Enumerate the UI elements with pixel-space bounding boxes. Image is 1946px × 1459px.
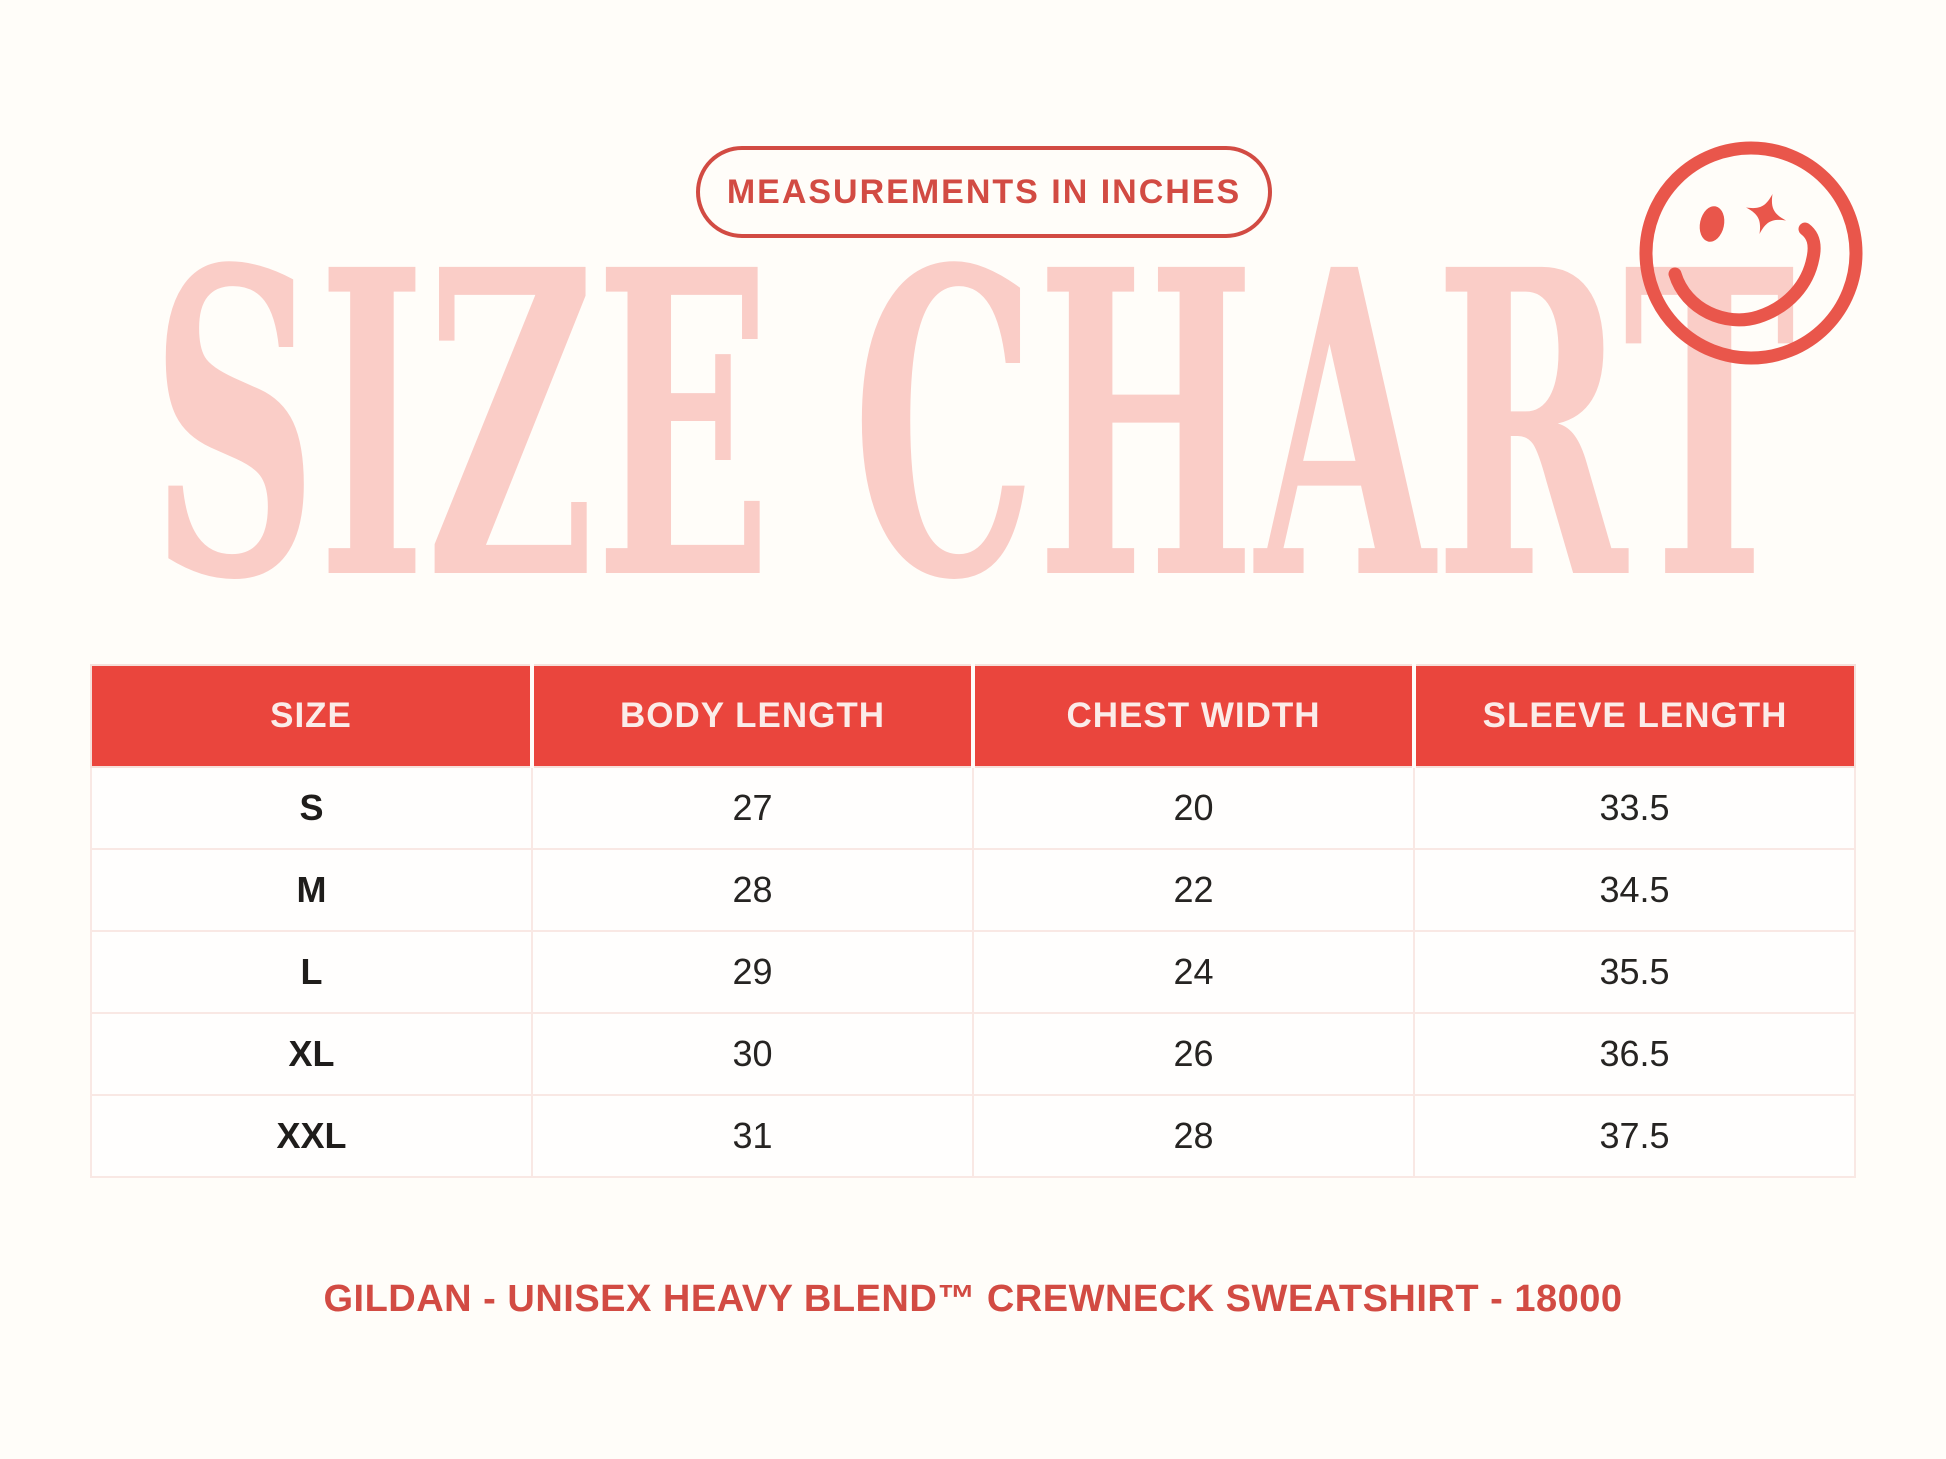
winking-smiley-icon (1639, 141, 1863, 365)
size-table-body: S 27 20 33.5 M 28 22 34.5 L 29 24 35.5 (90, 766, 1856, 1178)
size-table-container: SIZE BODY LENGTH CHEST WIDTH SLEEVE LENG… (90, 664, 1856, 1178)
table-row: L 29 24 35.5 (90, 930, 1856, 1014)
smiley-smile (1668, 222, 1821, 327)
column-header-body-length: BODY LENGTH (532, 665, 975, 768)
chest-width-cell: 24 (972, 930, 1415, 1014)
column-header-size: SIZE (91, 665, 534, 768)
chest-width-cell: 26 (972, 1012, 1415, 1096)
chest-width-cell: 22 (972, 848, 1415, 932)
sleeve-length-cell: 33.5 (1413, 766, 1856, 850)
smiley-left-eye (1699, 206, 1725, 242)
column-header-chest-width: CHEST WIDTH (973, 665, 1416, 768)
chest-width-cell: 28 (972, 1094, 1415, 1178)
sleeve-length-cell: 35.5 (1413, 930, 1856, 1014)
page-title: SIZE CHART (151, 228, 1796, 628)
product-name: GILDAN - UNISEX HEAVY BLEND™ CREWNECK SW… (323, 1278, 1623, 1320)
header-row: SIZE BODY LENGTH CHEST WIDTH SLEEVE LENG… (91, 665, 1855, 768)
sleeve-length-cell: 37.5 (1413, 1094, 1856, 1178)
measurements-badge: MEASUREMENTS IN INCHES (696, 146, 1272, 238)
title-block: SIZE CHART (0, 228, 1946, 628)
footer: GILDAN - UNISEX HEAVY BLEND™ CREWNECK SW… (0, 1278, 1946, 1321)
chest-width-cell: 20 (972, 766, 1415, 850)
size-cell: S (90, 766, 533, 850)
sleeve-length-cell: 36.5 (1413, 1012, 1856, 1096)
smiley-face-outline (1639, 141, 1863, 365)
sleeve-length-cell: 34.5 (1413, 848, 1856, 932)
body-length-cell: 29 (531, 930, 974, 1014)
size-cell: L (90, 930, 533, 1014)
table-row: XXL 31 28 37.5 (90, 1094, 1856, 1178)
title-svg: SIZE CHART (151, 228, 1796, 628)
size-cell: XL (90, 1012, 533, 1096)
body-length-cell: 30 (531, 1012, 974, 1096)
table-row: XL 30 26 36.5 (90, 1012, 1856, 1096)
smiley-sparkle-eye (1746, 194, 1786, 234)
body-length-cell: 28 (531, 848, 974, 932)
column-header-sleeve-length: SLEEVE LENGTH (1414, 665, 1855, 768)
size-cell: M (90, 848, 533, 932)
body-length-cell: 31 (531, 1094, 974, 1178)
table-row: S 27 20 33.5 (90, 766, 1856, 850)
size-cell: XXL (90, 1094, 533, 1178)
body-length-cell: 27 (531, 766, 974, 850)
size-table: SIZE BODY LENGTH CHEST WIDTH SLEEVE LENG… (90, 664, 1856, 1178)
table-row: M 28 22 34.5 (90, 848, 1856, 932)
size-table-header: SIZE BODY LENGTH CHEST WIDTH SLEEVE LENG… (91, 665, 1855, 768)
measurements-badge-label: MEASUREMENTS IN INCHES (726, 172, 1242, 211)
